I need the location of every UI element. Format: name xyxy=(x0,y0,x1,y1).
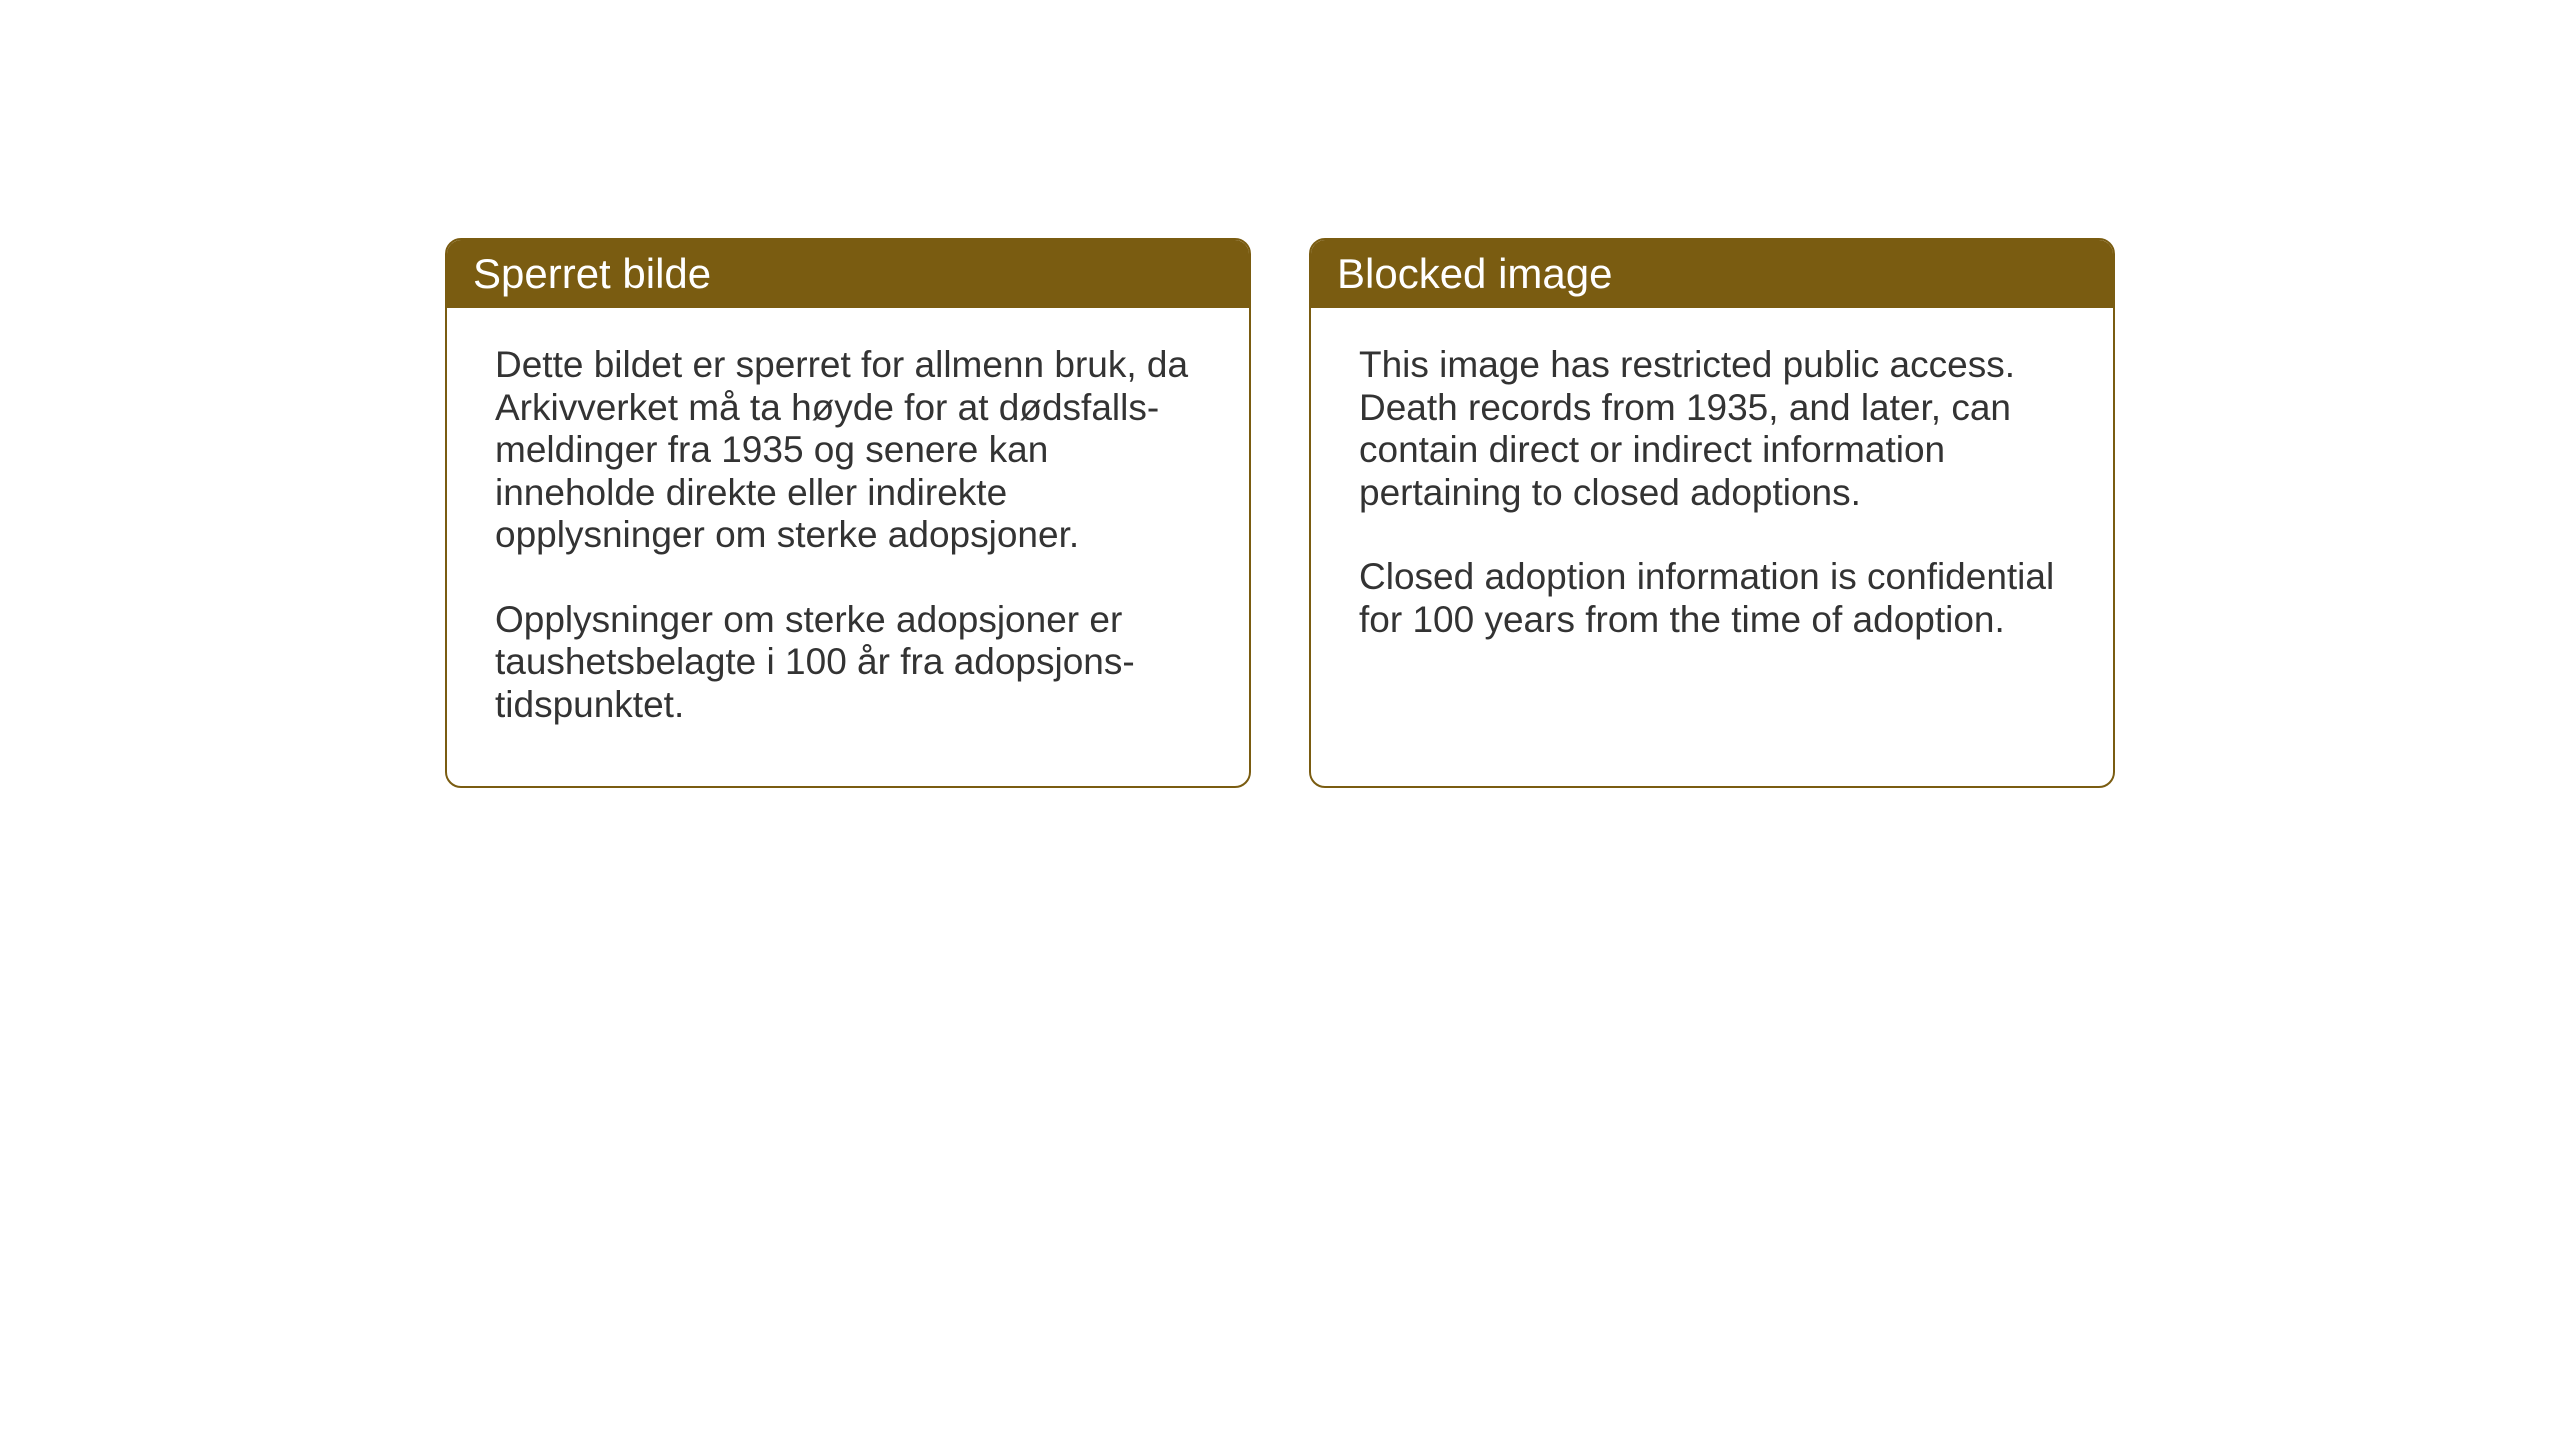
panel-norwegian: Sperret bilde Dette bildet er sperret fo… xyxy=(445,238,1251,788)
panel-english: Blocked image This image has restricted … xyxy=(1309,238,2115,788)
panels-container: Sperret bilde Dette bildet er sperret fo… xyxy=(445,238,2115,788)
panel-english-body: This image has restricted public access.… xyxy=(1311,308,2113,701)
panel-english-paragraph-2: Closed adoption information is confident… xyxy=(1359,556,2065,641)
panel-english-paragraph-1: This image has restricted public access.… xyxy=(1359,344,2065,514)
panel-norwegian-paragraph-1: Dette bildet er sperret for allmenn bruk… xyxy=(495,344,1201,557)
panel-english-header: Blocked image xyxy=(1311,240,2113,308)
panel-norwegian-body: Dette bildet er sperret for allmenn bruk… xyxy=(447,308,1249,786)
panel-norwegian-header: Sperret bilde xyxy=(447,240,1249,308)
panel-norwegian-paragraph-2: Opplysninger om sterke adopsjoner er tau… xyxy=(495,599,1201,727)
